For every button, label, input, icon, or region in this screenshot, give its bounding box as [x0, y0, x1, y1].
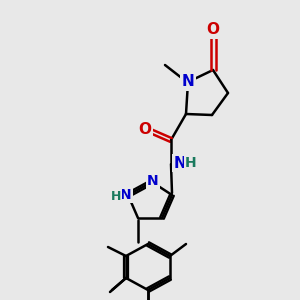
Text: N: N	[182, 74, 194, 89]
Text: N: N	[120, 188, 132, 202]
Text: N: N	[147, 174, 159, 188]
Text: O: O	[206, 22, 220, 38]
Text: H: H	[185, 156, 196, 170]
Text: H: H	[111, 190, 121, 203]
Text: N: N	[174, 155, 187, 170]
Text: O: O	[139, 122, 152, 137]
